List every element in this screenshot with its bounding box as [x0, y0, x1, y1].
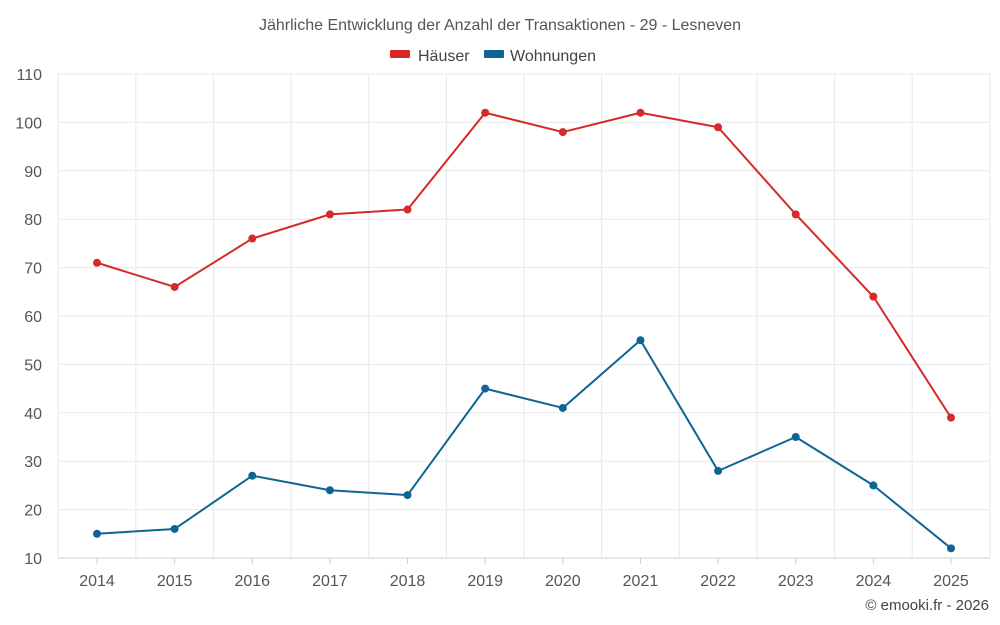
grid [57, 73, 991, 558]
y-tick-label: 80 [24, 212, 42, 229]
legend-swatch-haeuser[interactable] [390, 50, 410, 58]
data-point-wohnungen-2019[interactable] [481, 384, 490, 393]
legend-label-wohnungen[interactable]: Wohnungen [510, 48, 596, 65]
data-point-wohnungen-2025[interactable] [947, 544, 955, 553]
data-point-wohnungen-2014[interactable] [93, 529, 101, 538]
x-tick-label: 2025 [933, 573, 969, 590]
data-point-wohnungen-2016[interactable] [248, 471, 257, 480]
x-tick-label: 2020 [545, 573, 581, 590]
y-tick-label: 10 [24, 551, 42, 568]
data-point-haeuser-2025[interactable] [947, 413, 955, 422]
x-tick-label: 2018 [390, 573, 426, 590]
data-point-haeuser-2019[interactable] [481, 108, 490, 117]
data-point-wohnungen-2022[interactable] [714, 466, 723, 475]
data-point-wohnungen-2021[interactable] [636, 336, 645, 345]
data-point-wohnungen-2015[interactable] [170, 524, 179, 533]
data-point-haeuser-2022[interactable] [714, 123, 723, 132]
x-tick-label: 2023 [778, 573, 814, 590]
data-point-haeuser-2024[interactable] [869, 292, 878, 301]
data-point-wohnungen-2024[interactable] [869, 481, 878, 490]
x-tick-label: 2016 [234, 573, 270, 590]
series-group [93, 108, 955, 553]
legend: Häuser Wohnungen [390, 48, 596, 65]
chart-title: Jährliche Entwicklung der Anzahl der Tra… [259, 17, 741, 34]
data-point-haeuser-2015[interactable] [170, 282, 179, 291]
data-point-haeuser-2017[interactable] [325, 210, 334, 219]
x-tick-label: 2019 [467, 573, 503, 590]
data-point-haeuser-2020[interactable] [558, 128, 567, 137]
series-line-haeuser [96, 111, 952, 419]
data-point-wohnungen-2018[interactable] [403, 491, 412, 500]
x-tick-label: 2014 [79, 573, 115, 590]
y-tick-label: 90 [24, 164, 42, 181]
data-point-haeuser-2023[interactable] [791, 210, 800, 219]
series-line-wohnungen [96, 339, 952, 550]
y-tick-label: 20 [24, 503, 42, 520]
data-point-wohnungen-2017[interactable] [325, 486, 334, 495]
y-tick-label: 70 [24, 261, 42, 278]
x-tick-label: 2021 [623, 573, 659, 590]
y-tick-label: 50 [24, 357, 42, 374]
x-tick-label: 2024 [856, 573, 892, 590]
data-point-haeuser-2021[interactable] [636, 108, 645, 117]
x-tick-label: 2022 [700, 573, 736, 590]
y-tick-label: 60 [24, 309, 42, 326]
x-tick-label: 2015 [157, 573, 193, 590]
legend-swatch-wohnungen[interactable] [484, 50, 504, 58]
legend-label-haeuser[interactable]: Häuser [418, 48, 470, 65]
data-point-wohnungen-2023[interactable] [791, 433, 800, 441]
y-tick-label: 100 [15, 115, 42, 132]
y-tick-label: 110 [16, 67, 42, 84]
axes: 10 20 30 40 50 60 70 80 90 100 110 2014 2015 2016 2017… [15, 67, 990, 590]
x-tick-label: 2017 [312, 573, 348, 590]
data-point-wohnungen-2020[interactable] [558, 403, 567, 412]
y-tick-label: 40 [24, 406, 42, 423]
y-tick-label: 30 [24, 454, 42, 471]
data-point-haeuser-2016[interactable] [248, 234, 257, 243]
data-point-haeuser-2014[interactable] [93, 258, 101, 267]
copyright-credit: © emooki.fr - 2026 [865, 597, 989, 614]
data-point-haeuser-2018[interactable] [403, 205, 412, 214]
